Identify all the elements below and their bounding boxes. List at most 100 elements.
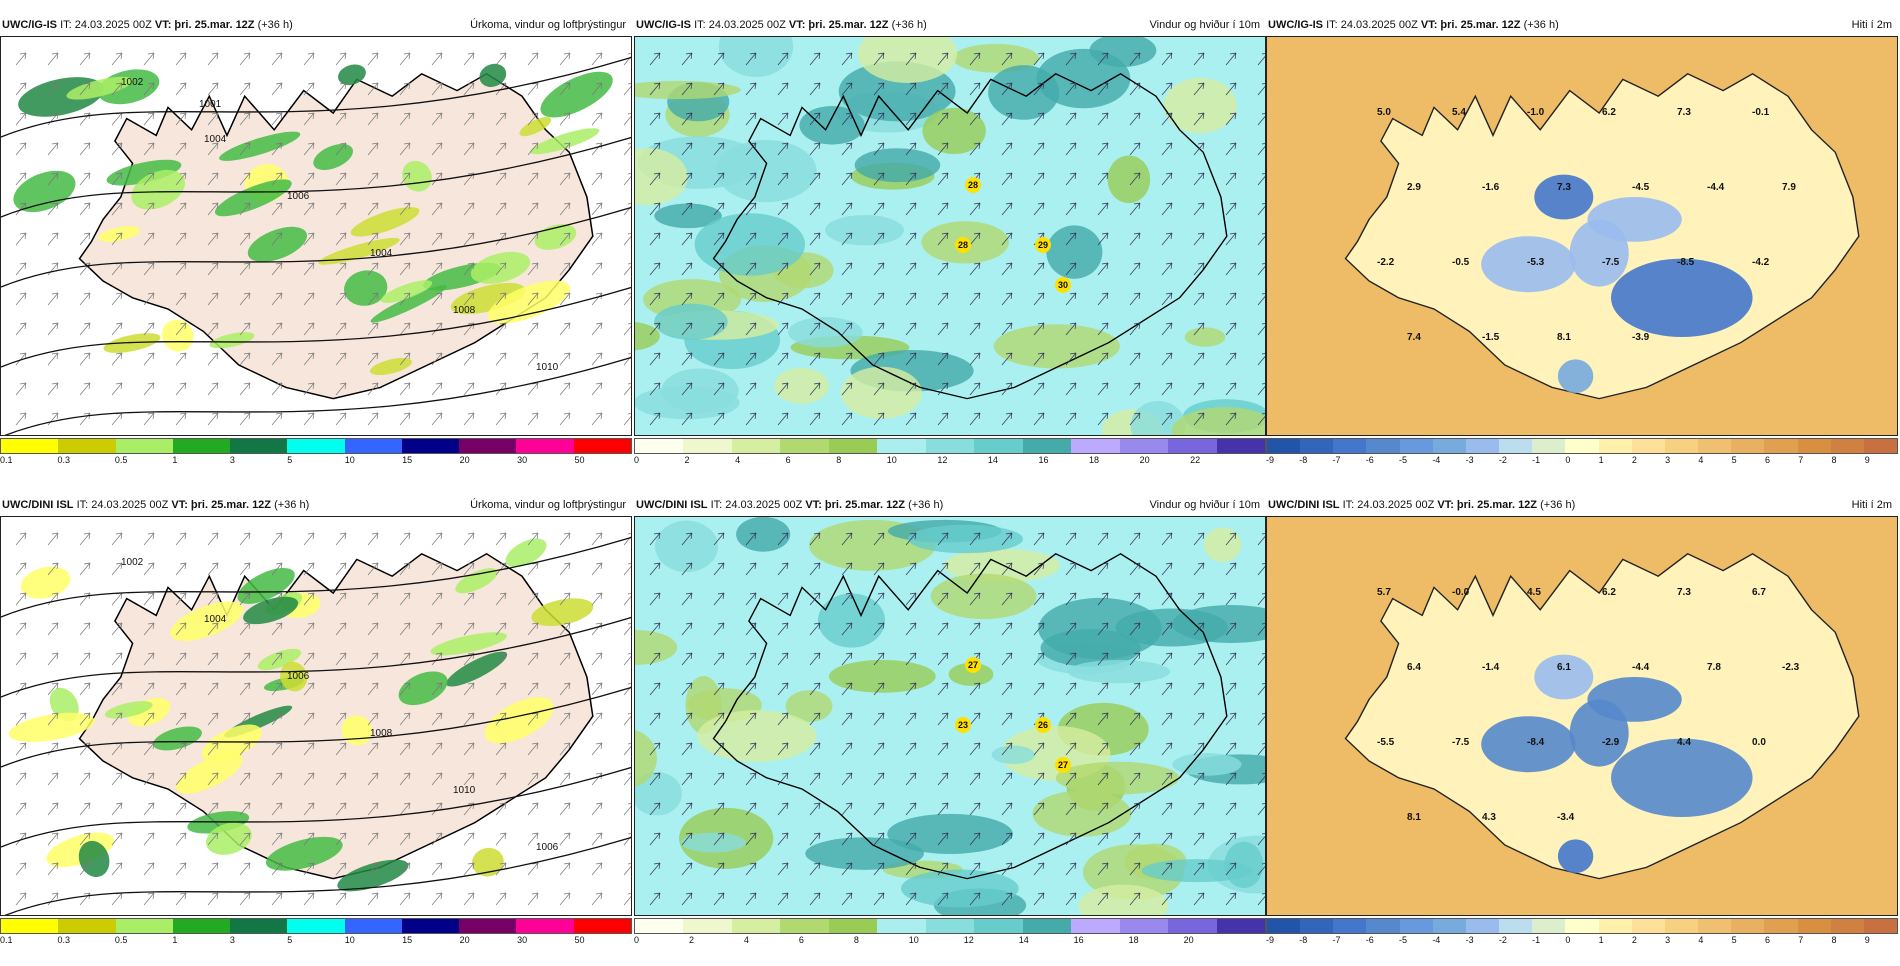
- wind-arrow: [623, 143, 631, 156]
- wind-arrow: [559, 172, 571, 186]
- wind-arrow: [809, 412, 821, 426]
- colorbar-swatch: [1022, 439, 1072, 453]
- colorbar-swatch: [1764, 439, 1798, 453]
- wind-arrow: [431, 652, 443, 666]
- wind-arrow: [1001, 142, 1013, 156]
- wind-arrow: [1129, 532, 1141, 546]
- colorbar-tick-label: -7: [1332, 935, 1341, 945]
- wind-arrow: [463, 202, 475, 216]
- wind-arrow: [495, 172, 507, 186]
- wind-arrow: [559, 532, 571, 546]
- wind-arrow: [1129, 382, 1141, 396]
- wind-arrow: [1257, 773, 1265, 786]
- colorbar-swatch: [780, 439, 829, 453]
- wind-arrow: [649, 742, 661, 756]
- wind-arrow: [591, 172, 603, 186]
- wind-arrow: [463, 592, 475, 606]
- cold-area: [1481, 236, 1576, 293]
- wind-arrow: [15, 802, 27, 816]
- temp-map[interactable]: 5.0 5.4 -1.0 6.2 7.3 -0.1 2.9 -1.6 7.3 -4.5 -4.4 7.…: [1266, 36, 1898, 436]
- temperature-label: -2.2: [1377, 257, 1395, 268]
- colorbar-swatch: [1022, 919, 1072, 933]
- wind-arrow: [47, 652, 59, 666]
- wind-arrow: [623, 683, 631, 696]
- wind-arrow: [623, 653, 631, 666]
- temp-map[interactable]: 5.7 -0.0 4.5 6.2 7.3 6.7 6.4 -1.4 6.1 -4.4 7.8 -2.3…: [1266, 516, 1898, 916]
- colorbar-tick-label: 16: [1038, 455, 1049, 465]
- lead-time: (+36 h): [1523, 19, 1559, 31]
- wind-arrow: [239, 532, 251, 546]
- wind-arrow: [367, 262, 379, 276]
- wind-arrow: [111, 712, 123, 726]
- wind-arrow: [591, 862, 603, 876]
- wind-arrow: [143, 412, 155, 426]
- isobar: [1, 536, 631, 618]
- wind-area: [635, 730, 657, 787]
- colorbar-swatch: [974, 439, 1023, 453]
- wind-arrow: [143, 382, 155, 396]
- wind-arrow: [937, 292, 949, 306]
- wind-arrow: [1193, 562, 1205, 576]
- colorbar-swatch: [1071, 439, 1120, 453]
- wind-arrow: [1129, 742, 1141, 756]
- wind-arrow: [143, 82, 155, 96]
- wind-arrow: [937, 382, 949, 396]
- wind-arrow: [47, 832, 59, 846]
- wind-arrow: [1161, 142, 1173, 156]
- precip-area: [450, 282, 526, 315]
- wind-arrow: [873, 52, 885, 66]
- precip-map[interactable]: 1002 1004 1006 1008 1010 1006: [0, 516, 632, 916]
- wind-arrow: [681, 232, 693, 246]
- wind-arrow: [591, 232, 603, 246]
- colorbar-tick-label: -6: [1365, 455, 1374, 465]
- isobar: [1, 616, 631, 698]
- wind-arrow: [47, 802, 59, 816]
- wind-arrow: [1161, 112, 1173, 126]
- wind-arrow: [745, 652, 757, 666]
- temperature-label: 5.0: [1377, 107, 1391, 118]
- wind-arrow: [431, 712, 443, 726]
- wind-arrow: [873, 802, 885, 816]
- wind-area: [1203, 527, 1242, 563]
- wind-arrow: [47, 292, 59, 306]
- wind-arrow: [1257, 263, 1265, 276]
- wind-map[interactable]: 28 28 29 30: [634, 36, 1266, 436]
- colorbar-swatch: [1168, 919, 1217, 933]
- wind-arrow: [873, 202, 885, 216]
- precip-area: [170, 601, 244, 641]
- wind-arrow: [239, 742, 251, 756]
- isobar: [1, 686, 631, 768]
- precip-map[interactable]: 1002 1004 1006 1004 1008 1010 1001: [0, 36, 632, 436]
- wind-arrow: [713, 742, 725, 756]
- temperature-label: 6.1: [1557, 662, 1571, 673]
- wind-arrow: [1257, 353, 1265, 366]
- wind-arrow: [367, 742, 379, 756]
- model-name: UWC/DINI ISL: [636, 499, 708, 511]
- wind-arrow: [463, 142, 475, 156]
- wind-arrow: [303, 802, 315, 816]
- colorbar-tick-label: 10: [344, 935, 355, 945]
- wind-arrow: [623, 863, 631, 876]
- wind-arrow: [623, 803, 631, 816]
- wind-arrow: [1065, 712, 1077, 726]
- wind-arrow: [591, 562, 603, 576]
- wind-arrow: [905, 862, 917, 876]
- wind-arrow: [1161, 382, 1173, 396]
- precip-area: [78, 840, 110, 878]
- wind-arrow: [335, 892, 347, 906]
- colorbar-swatch: [1, 919, 59, 933]
- wind-map[interactable]: 27 23 26 27: [634, 516, 1266, 916]
- wind-arrow: [303, 382, 315, 396]
- wind-arrow: [367, 592, 379, 606]
- colorbar-tick-label: 0.5: [114, 935, 128, 945]
- wind-arrow: [1097, 412, 1109, 426]
- wind-arrow: [463, 262, 475, 276]
- wind-arrow: [1097, 262, 1109, 276]
- colorbar-swatch: [58, 919, 116, 933]
- wind-arrow: [47, 862, 59, 876]
- wind-arrow: [239, 712, 251, 726]
- colorbar-swatch: [1664, 919, 1699, 933]
- wind-arrow: [905, 112, 917, 126]
- wind-arrow: [1097, 112, 1109, 126]
- wind-arrow: [399, 772, 411, 786]
